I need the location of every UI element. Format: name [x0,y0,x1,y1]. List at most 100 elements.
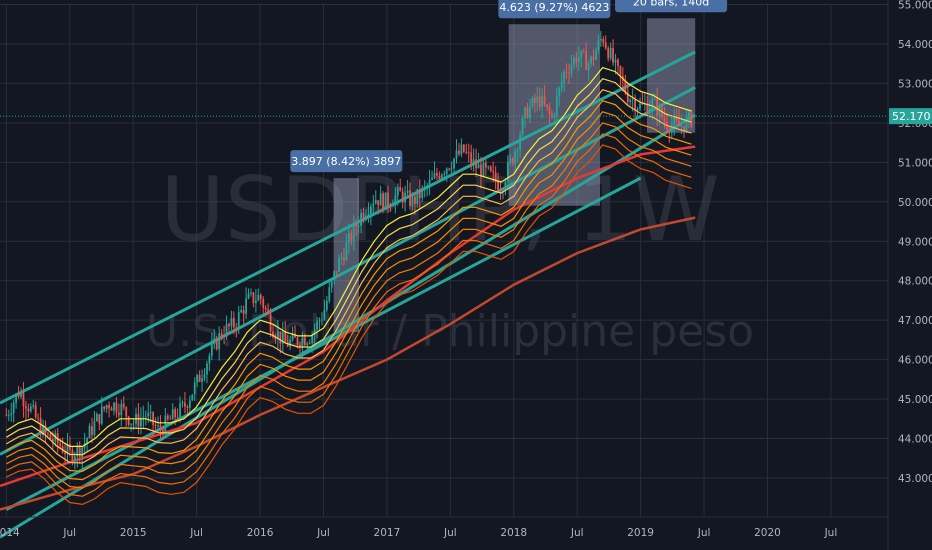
candle-body [409,190,411,207]
candle-body [333,271,336,281]
candle-body [516,149,519,152]
candle-body [521,117,524,136]
current-price-line: 52.170 [0,108,932,125]
candle-body [533,98,536,104]
price-tick-label: 51.000 [898,157,932,169]
candle-body [448,168,451,170]
ribbon-line-5 [6,122,692,489]
candle-body [277,331,279,339]
ribbon-line-7 [6,144,692,506]
candle-body [306,343,309,346]
candle-body [330,280,333,288]
candle-body [680,125,683,127]
candle-body [284,331,287,343]
candle-body [152,412,155,425]
candle-body [573,57,575,65]
candle-body [423,186,426,188]
candle-body [228,324,230,327]
candle-body [164,415,167,435]
candle-body [181,402,184,404]
candle-body [66,443,69,455]
measurement-box-2[interactable] [646,18,696,133]
time-tick-label: 2020 [754,527,781,539]
measurement-label-text: 4.623 (9.27%) 4623 [499,1,609,14]
candle-body [688,112,690,118]
candle-body [541,96,544,108]
candle-body [5,414,8,416]
candle-body [404,192,407,203]
candle-body [614,59,617,63]
candle-body [546,104,548,107]
candle-body [570,64,573,74]
candle-body [254,300,257,304]
candlestick-series [5,31,693,470]
price-tick-label: 48.000 [898,276,932,288]
candle-body [634,99,637,111]
candle-body [357,225,360,227]
candle-body [318,320,321,322]
symbol-watermark: USDPHP, 1W U.S. Dollar / Philippine peso [146,158,754,357]
candle-body [683,125,685,132]
candle-body [193,382,196,395]
candle-body [465,151,468,153]
candle-body [399,187,402,192]
candle-body [113,402,115,411]
candle-body [323,309,326,320]
time-tick-label: 2018 [500,527,527,539]
candle-body [343,257,345,261]
candle-body [122,403,125,408]
candle-body [414,196,416,204]
measurement-label-text: 20 bars, 140d [633,0,709,8]
candle-body [142,417,145,418]
candle-body [51,439,54,442]
candle-body [558,87,561,97]
candle-body [218,333,221,350]
candle-body [626,92,629,102]
time-tick-label: 2015 [120,527,147,539]
candle-body [487,166,490,168]
candle-body [316,321,318,330]
candle-body [20,393,22,397]
candle-body [95,414,98,422]
measurement-label-box-1 [498,0,611,19]
candle-body [548,106,551,114]
candle-body [100,406,103,424]
candle-body [110,408,113,411]
candle-body [198,375,201,382]
time-axis[interactable]: 2014 Jul 2015 Jul 2016 Jul 2017 Jul 2018 Jul 2019 J… [0,527,837,539]
candle-body [582,50,585,52]
candle-body [144,416,147,418]
candle-body [294,333,296,338]
candle-body [538,96,541,108]
candle-body [76,445,79,457]
candle-body [105,405,108,409]
candle-body [240,309,243,313]
channel-line-3[interactable] [5,176,642,511]
candle-body [453,158,455,169]
candle-body [536,96,539,104]
candle-body [17,393,20,397]
ema-ribbon [5,66,692,506]
candle-body [71,449,74,462]
candle-body [440,174,443,179]
candle-body [514,151,517,164]
candle-body [389,205,392,207]
candle-body [355,223,358,227]
candle-body [25,406,27,409]
candle-body [597,40,600,51]
price-axis[interactable]: 43.000 44.000 45.000 46.000 47.000 48.000 49.0… [898,0,932,485]
candle-body [575,57,578,63]
candle-body [590,56,592,64]
channel-line-0[interactable] [0,50,696,405]
candle-body [438,175,441,179]
candle-body [658,107,661,117]
candle-body [352,223,355,241]
candle-body [568,72,570,74]
candle-body [675,117,678,121]
candle-body [629,100,632,102]
time-tick-label: Jul [570,527,584,539]
candle-body [678,120,681,127]
candle-body [157,425,159,427]
candle-body [132,423,135,425]
